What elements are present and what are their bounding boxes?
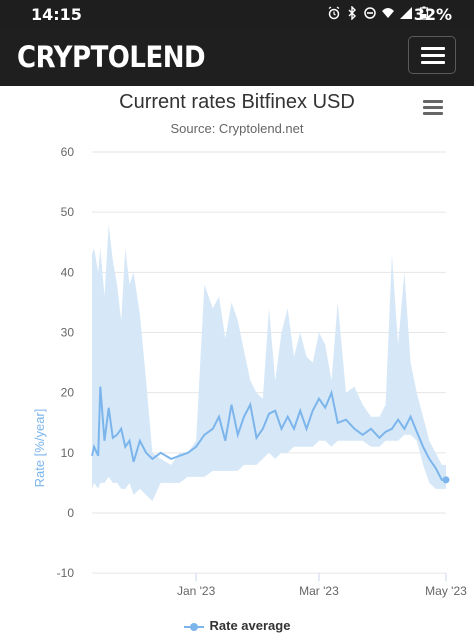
bluetooth-icon	[348, 6, 356, 20]
y-tick-label: 0	[67, 506, 74, 520]
site-logo[interactable]: CRYPTOLEND	[17, 41, 206, 75]
legend-line-symbol	[183, 622, 204, 632]
battery-icon	[419, 6, 429, 20]
chart-context-menu-button[interactable]	[423, 100, 443, 116]
x-tick-label: May '23	[425, 584, 467, 598]
nav-menu-button[interactable]	[408, 36, 456, 74]
y-axis-label: Rate [%/year]	[32, 409, 47, 488]
chart-subtitle: Source: Cryptolend.net	[170, 121, 304, 136]
chart-container: 60 50 40 30 20 10 0 -10 Jan '23 Mar '23 May '23 R…	[0, 86, 474, 640]
rate-average-line	[91, 386, 446, 481]
y-tick-label: 20	[61, 386, 75, 400]
y-tick-label: -10	[57, 566, 75, 580]
y-tick-label: 50	[61, 205, 75, 219]
rate-average-last-point	[442, 476, 450, 484]
chart-legend-item[interactable]: Rate average	[0, 618, 474, 633]
status-icons	[322, 6, 430, 20]
status-bar: 14:15 32%	[0, 0, 474, 28]
x-tick-label: Jan '23	[177, 584, 216, 598]
battery-percent: 32%	[413, 5, 452, 24]
y-tick-label: 40	[61, 265, 75, 279]
wifi-icon	[382, 8, 394, 18]
alarm-icon	[328, 6, 340, 20]
legend-label: Rate average	[209, 618, 291, 633]
signal-icon	[400, 7, 412, 19]
do-not-disturb-icon	[364, 7, 376, 19]
navbar: CRYPTOLEND	[0, 28, 474, 86]
chart-title: Current rates Bitfinex USD	[119, 91, 355, 113]
status-time: 14:15	[31, 5, 82, 24]
rate-chart: 60 50 40 30 20 10 0 -10 Jan '23 Mar '23 May '23 R…	[32, 145, 467, 598]
y-tick-label: 30	[61, 326, 75, 340]
rate-range-area	[92, 224, 446, 501]
y-tick-label: 10	[61, 446, 75, 460]
x-tick-label: Mar '23	[299, 584, 339, 598]
y-tick-label: 60	[61, 145, 75, 159]
